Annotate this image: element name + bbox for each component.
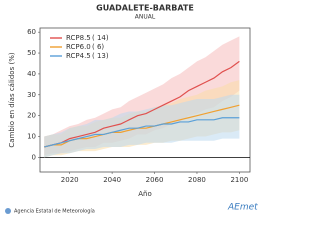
x-tick-label: 2060: [146, 176, 164, 184]
y-tick-label: 20: [27, 112, 36, 120]
x-tick-label: 2100: [230, 176, 248, 184]
x-tick-label: 2020: [61, 176, 79, 184]
agency-icon: [5, 208, 11, 214]
y-tick-label: 50: [27, 49, 36, 57]
y-tick-label: 0: [32, 153, 36, 161]
y-tick-label: 10: [27, 133, 36, 141]
x-axis-label: Año: [138, 190, 152, 198]
y-tick-label: 40: [27, 70, 36, 78]
y-axis-label: Cambio en días cálidos (%): [8, 52, 16, 147]
chart-title: GUADALETE-BARBATE: [96, 4, 194, 13]
chart-subtitle: ANUAL: [135, 14, 156, 21]
chart: GUADALETE-BARBATE ANUAL Cambio en días c…: [5, 3, 259, 215]
uncertainty-band: [44, 94, 240, 158]
series-line: [44, 60, 240, 148]
legend-note: ( 13): [92, 52, 109, 60]
source: Agencia Estatal de Meteorología: [14, 208, 95, 215]
plot-frame: [39, 27, 251, 173]
series-line: [44, 117, 240, 148]
legend-label: RCP4.5: [66, 52, 91, 60]
legend-label: RCP6.0: [66, 43, 91, 51]
x-tick-label: 2040: [103, 176, 121, 184]
legend-note: ( 6): [92, 43, 104, 51]
y-tick-label: 30: [27, 91, 36, 99]
logo: AEmet: [227, 203, 258, 213]
legend-note: ( 14): [92, 34, 109, 42]
y-tick-label: 60: [27, 28, 36, 36]
legend-label: RCP8.5: [66, 34, 91, 42]
x-tick-label: 2080: [188, 176, 206, 184]
